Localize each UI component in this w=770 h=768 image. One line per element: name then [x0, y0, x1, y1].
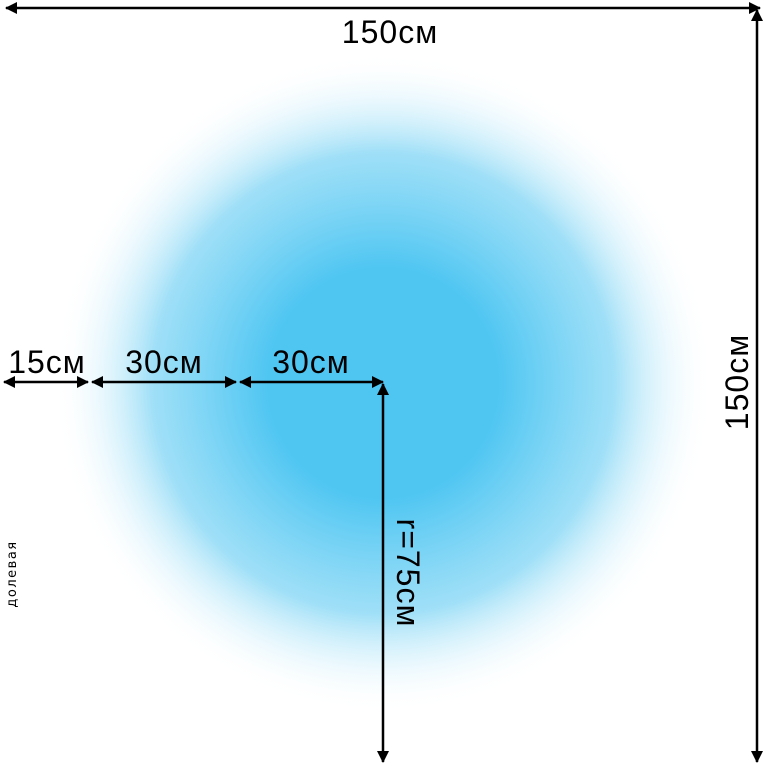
segment-middle-label: 30см [125, 344, 203, 380]
segment-inner-label: 30см [272, 344, 350, 380]
height-label: 150см [719, 334, 755, 430]
segment-edge-label: 15см [8, 344, 86, 380]
radius-label: r=75см [390, 519, 426, 628]
width-label: 150см [342, 14, 438, 50]
side-note-label: долевая [5, 540, 20, 607]
